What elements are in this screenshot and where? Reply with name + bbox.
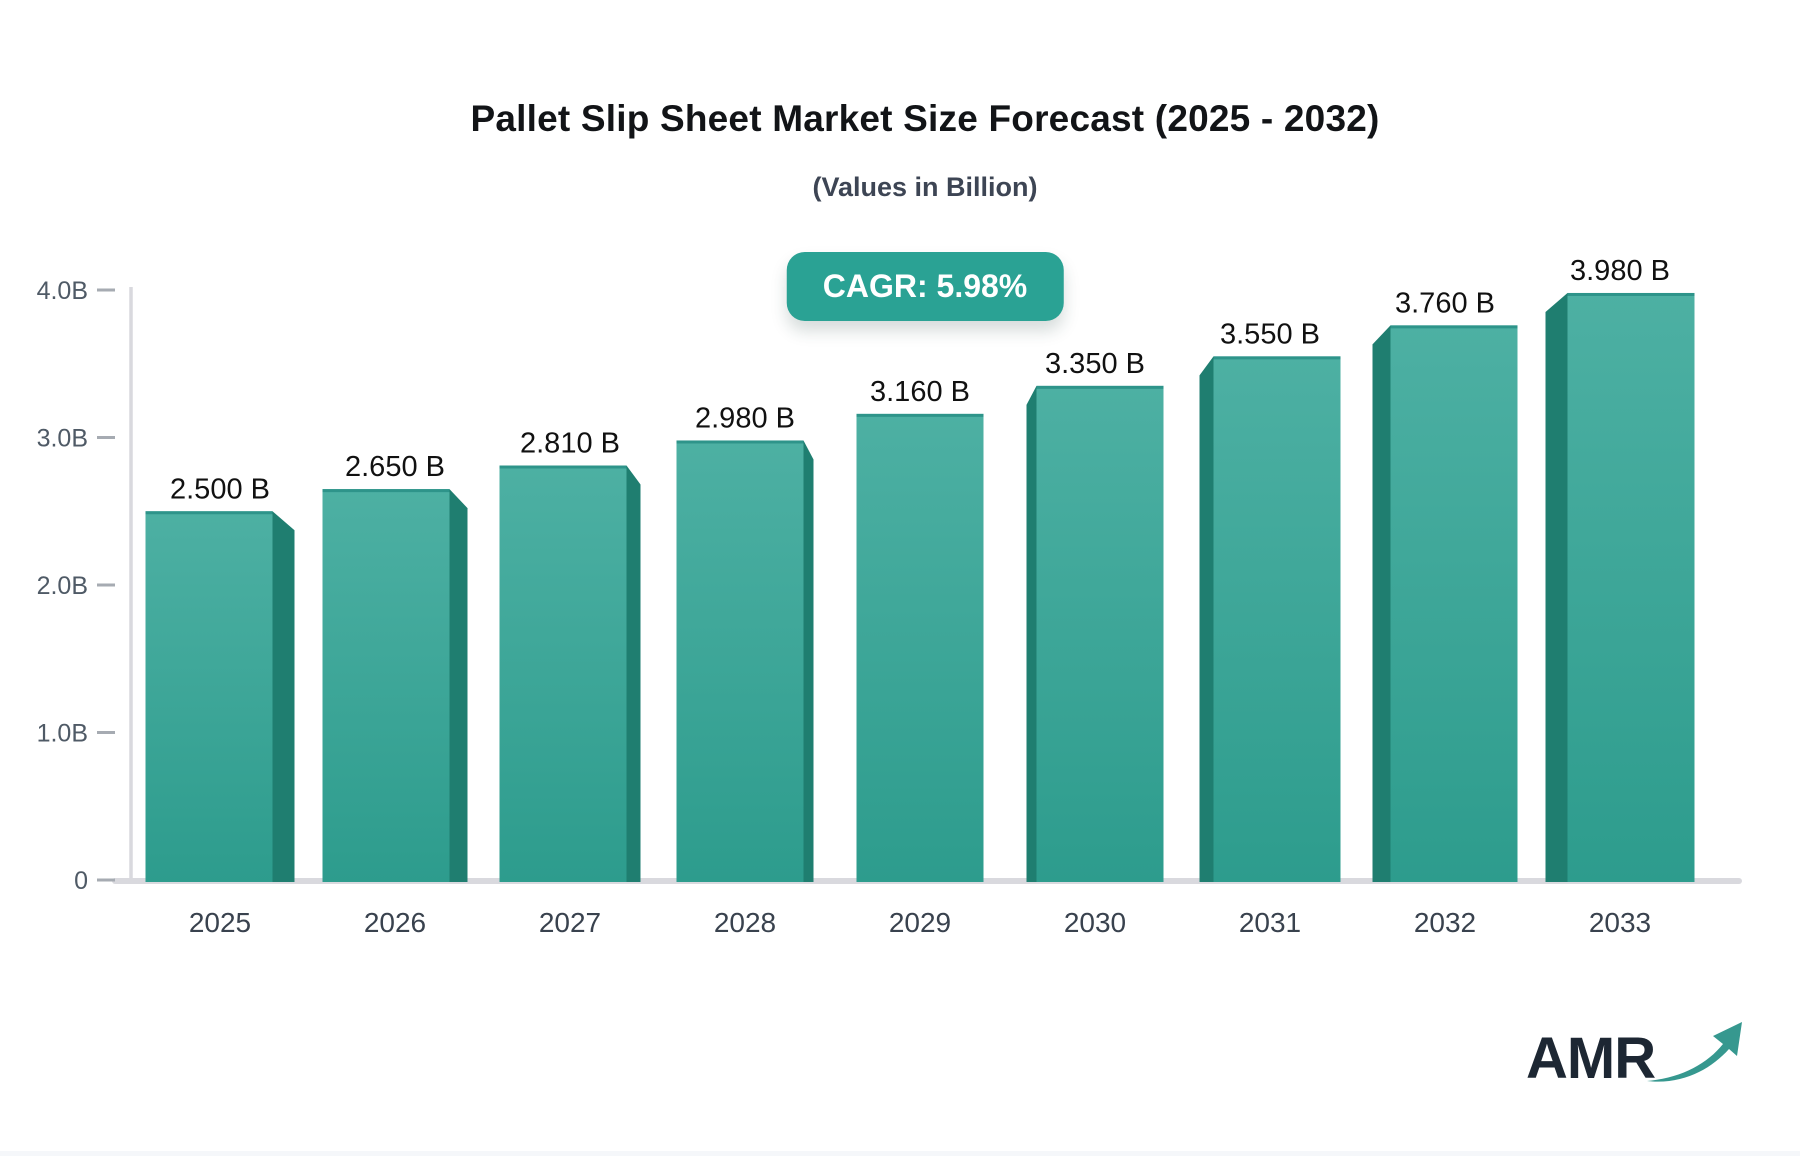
- bar-2031: [1213, 356, 1341, 882]
- bar-2025: [145, 511, 273, 882]
- x-axis-label-2026: 2026: [364, 907, 426, 938]
- trend-up-arrow-icon: [1647, 1022, 1743, 1082]
- x-axis-label-2031: 2031: [1239, 907, 1301, 938]
- bar-side-face: [1372, 325, 1391, 882]
- bar-value-label: 2.810 B: [520, 428, 620, 460]
- bar-value-label: 2.500 B: [170, 473, 270, 505]
- page-bottom-edge: [0, 1151, 1800, 1156]
- bar-side-face: [1545, 292, 1568, 882]
- bar-value-label: 3.550 B: [1220, 318, 1320, 350]
- bar-side-face: [1026, 385, 1037, 882]
- y-tick-label: 2.0B: [37, 572, 88, 600]
- bar-value-label: 3.760 B: [1395, 287, 1495, 319]
- bar-2032: [1390, 325, 1518, 882]
- cagr-badge: CAGR: 5.98%: [786, 252, 1064, 321]
- x-axis-label-2028: 2028: [714, 907, 776, 938]
- y-tick-label: 3.0B: [37, 425, 88, 453]
- y-tick-label: 1.0B: [37, 720, 88, 748]
- chart-title: Pallet Slip Sheet Market Size Forecast (…: [470, 98, 1380, 139]
- amr-logo: AMR: [1526, 1022, 1745, 1091]
- x-axis-label-2025: 2025: [189, 907, 251, 938]
- y-tick-label: 0: [74, 867, 88, 895]
- x-axis-label-2032: 2032: [1414, 907, 1476, 938]
- y-tick-label: 4.0B: [37, 277, 88, 305]
- bar-side-face: [1199, 356, 1214, 882]
- bar-2027: [499, 465, 627, 882]
- bar-value-label: 2.980 B: [695, 402, 795, 434]
- bar-2033: [1567, 292, 1695, 882]
- x-axis-label-2029: 2029: [889, 907, 951, 938]
- bar-side-face: [626, 465, 641, 882]
- x-axis-label-2027: 2027: [539, 907, 601, 938]
- bar-value-label: 3.350 B: [1045, 348, 1145, 380]
- amr-logo-text: AMR: [1526, 1026, 1656, 1091]
- bar-side-face: [272, 511, 295, 882]
- bar-value-label: 3.980 B: [1570, 255, 1670, 287]
- chart-subtitle: (Values in Billion): [812, 172, 1038, 202]
- bar-side-face: [449, 489, 468, 882]
- bar-2029: [856, 413, 984, 882]
- bar-2030: [1036, 385, 1164, 882]
- bar-value-label: 2.650 B: [345, 451, 445, 483]
- bar-2026: [322, 489, 450, 882]
- x-axis-label-2030: 2030: [1064, 907, 1126, 938]
- bar-side-face: [803, 440, 814, 882]
- x-axis-label-2033: 2033: [1589, 907, 1651, 938]
- bar-2028: [676, 440, 804, 882]
- bar-value-label: 3.160 B: [870, 376, 970, 408]
